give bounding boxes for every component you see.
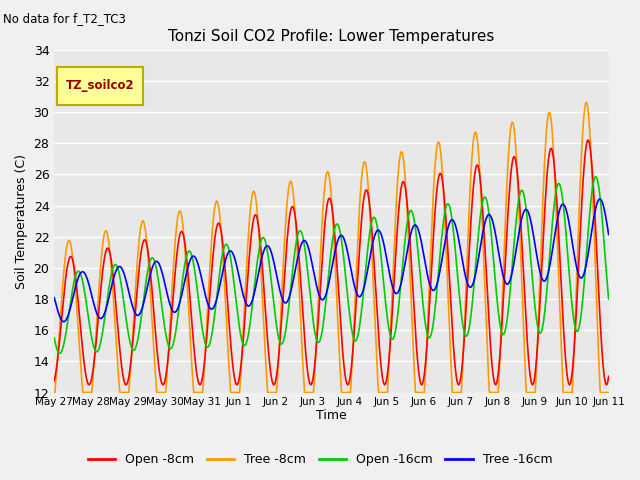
Legend: Open -8cm, Tree -8cm, Open -16cm, Tree -16cm: Open -8cm, Tree -8cm, Open -16cm, Tree -…	[83, 448, 557, 471]
Text: No data for f_T2_TC3: No data for f_T2_TC3	[3, 12, 126, 25]
Y-axis label: Soil Temperatures (C): Soil Temperatures (C)	[15, 154, 28, 288]
Title: Tonzi Soil CO2 Profile: Lower Temperatures: Tonzi Soil CO2 Profile: Lower Temperatur…	[168, 29, 495, 44]
X-axis label: Time: Time	[316, 409, 347, 422]
